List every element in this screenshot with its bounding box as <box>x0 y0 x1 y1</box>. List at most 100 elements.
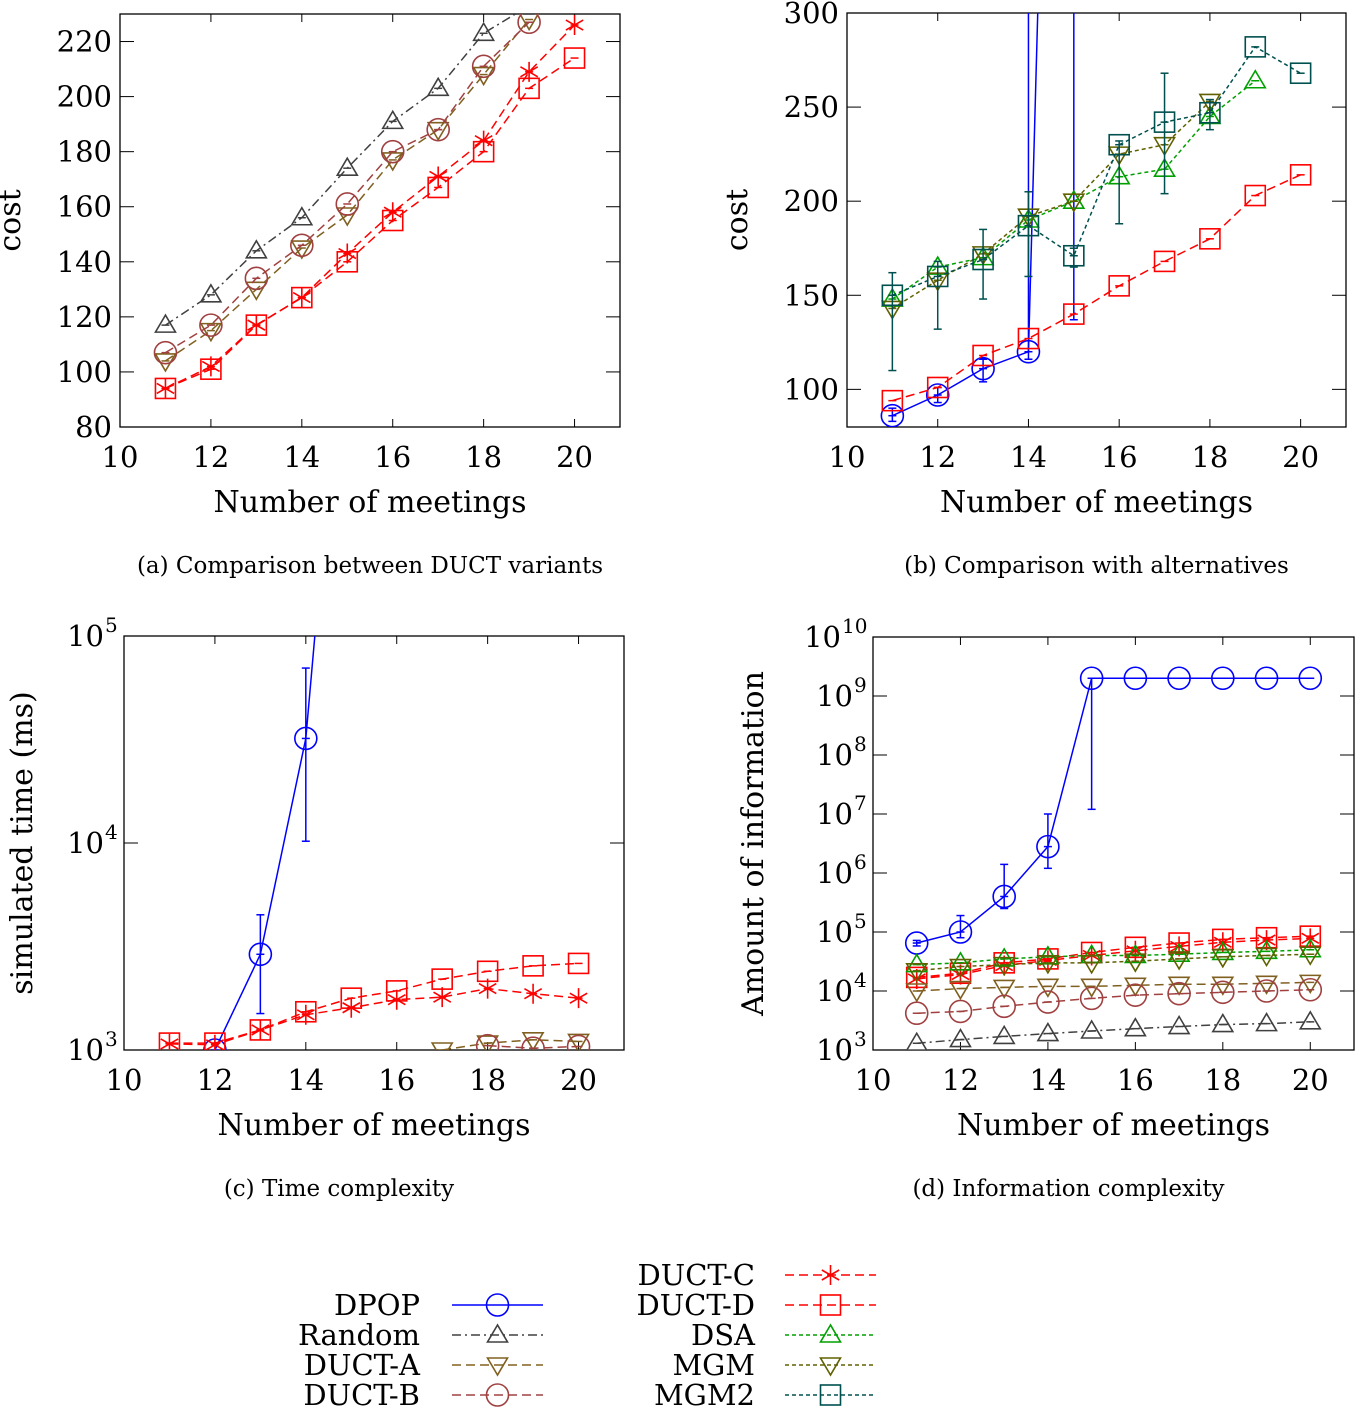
data-point <box>563 47 586 69</box>
data-point <box>205 1034 224 1050</box>
legend-item-random: Random <box>298 1318 543 1352</box>
series-line <box>165 21 530 354</box>
data-point <box>1257 930 1276 951</box>
data-point <box>290 206 314 226</box>
x-tick-label: 12 <box>196 1063 233 1097</box>
data-point <box>1255 939 1278 960</box>
y-tick-exponent: 4 <box>105 820 118 844</box>
data-point <box>1255 975 1278 995</box>
x-tick-label: 12 <box>942 1063 979 1097</box>
data-point <box>566 1034 591 1050</box>
data-point <box>1211 1012 1235 1033</box>
data-point <box>1123 983 1148 1007</box>
data-point <box>427 176 449 199</box>
legend-marker <box>819 1323 842 1343</box>
legend-label: DSA <box>691 1318 756 1352</box>
x-tick-label: 16 <box>1101 440 1138 474</box>
data-point <box>295 1000 317 1023</box>
y-tick-label: 200 <box>57 80 112 114</box>
x-axis-label: Number of meetings <box>957 1108 1270 1143</box>
legend: DPOPRandomDUCT-ADUCT-BDUCT-CDUCT-DDSAMGM… <box>298 1258 876 1412</box>
data-point <box>1199 228 1221 250</box>
x-tick-label: 18 <box>465 440 502 474</box>
data-point <box>336 251 359 273</box>
x-tick-label: 10 <box>829 440 866 474</box>
data-point <box>949 1028 972 1048</box>
y-tick-label: 100 <box>57 355 112 389</box>
legend-label: DUCT-B <box>303 1378 420 1412</box>
x-axis-label: Number of meetings <box>217 1108 530 1143</box>
plot-frame <box>119 13 621 428</box>
data-point <box>972 248 994 271</box>
series-duct-c <box>156 15 584 399</box>
y-tick-label: 220 <box>57 25 112 59</box>
data-point <box>1062 193 1086 213</box>
series-duct-d <box>881 164 1312 412</box>
data-point <box>1254 979 1279 1003</box>
y-tick-label: 80 <box>75 410 112 444</box>
x-tick-label: 16 <box>374 440 411 474</box>
series-line <box>892 174 1301 402</box>
data-point <box>201 356 220 377</box>
data-point <box>475 1033 500 1050</box>
data-point <box>925 383 950 407</box>
legend-item-dpop: DPOP <box>334 1288 543 1322</box>
y-tick-label: 104 <box>67 820 118 860</box>
y-tick-label: 140 <box>57 245 112 279</box>
data-point <box>335 156 359 176</box>
x-tick-label: 14 <box>283 440 320 474</box>
data-point <box>1167 981 1191 1006</box>
x-axis-label: Number of meetings <box>940 485 1253 520</box>
x-tick-label: 12 <box>192 440 229 474</box>
legend-marker <box>486 1357 509 1377</box>
data-point <box>1080 955 1104 975</box>
data-point <box>433 987 452 1008</box>
data-point <box>1153 250 1176 273</box>
data-point <box>948 920 973 944</box>
data-point <box>565 15 584 36</box>
y-tick-label: 105 <box>816 909 867 949</box>
legend-label: MGM <box>672 1348 755 1382</box>
legend-item-mgm2: MGM2 <box>654 1378 876 1412</box>
data-point <box>1289 164 1312 186</box>
legend-label: DPOP <box>334 1288 420 1322</box>
data-point <box>204 1032 226 1050</box>
data-point <box>200 358 222 380</box>
data-point <box>1036 834 1060 859</box>
legend-marker <box>485 1293 510 1317</box>
data-point <box>199 283 223 303</box>
y-tick-label: 250 <box>784 90 839 124</box>
legend-marker <box>486 1323 509 1343</box>
y-axis-label: Amount of information <box>736 671 771 1017</box>
x-tick-label: 20 <box>1292 1063 1329 1097</box>
y-tick-label: 104 <box>816 968 867 1008</box>
x-tick-label: 18 <box>1204 1063 1241 1097</box>
data-point <box>338 243 357 264</box>
series-line <box>916 935 1311 979</box>
data-point <box>880 403 905 427</box>
y-tick-label: 100 <box>784 372 839 406</box>
series-line <box>214 636 316 1050</box>
y-tick-label: 300 <box>784 0 839 30</box>
series-dpop <box>880 13 1078 427</box>
data-point <box>1289 62 1312 85</box>
series-line <box>916 1021 1311 1045</box>
series-line <box>165 19 530 362</box>
chart-2: 10 12 14 16 18 20 103 104 105 Number of meetings s… <box>5 613 625 1202</box>
data-point <box>905 1031 928 1050</box>
series-line <box>165 24 576 390</box>
series-line <box>165 14 517 326</box>
data-point <box>992 884 1016 909</box>
data-point <box>904 1001 929 1026</box>
data-point <box>431 968 453 990</box>
data-point <box>1123 977 1147 997</box>
y-tick-label: 150 <box>784 278 839 312</box>
y-tick-label: 108 <box>816 732 867 772</box>
plot-frame <box>872 636 1355 1051</box>
x-tick-label: 10 <box>855 1063 892 1097</box>
data-point <box>569 988 588 1009</box>
data-point <box>992 979 1016 999</box>
data-point <box>291 286 313 309</box>
data-point <box>1167 666 1191 691</box>
data-point <box>476 1035 500 1050</box>
